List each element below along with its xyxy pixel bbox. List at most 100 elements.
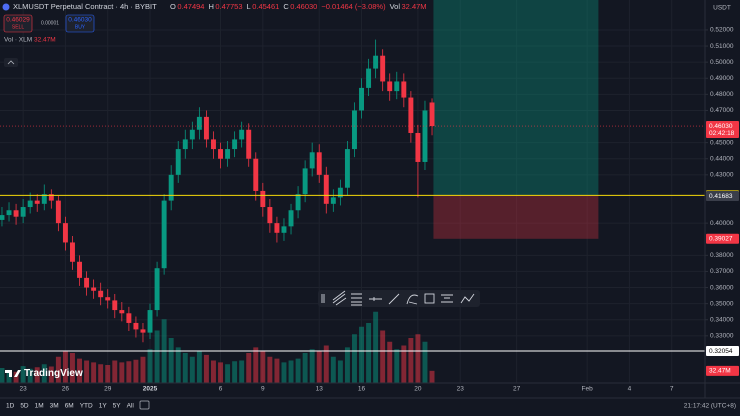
- y-tick-label: 0.50000: [710, 59, 734, 66]
- candle-body: [330, 197, 336, 204]
- range-button[interactable]: 5D: [20, 403, 29, 410]
- volume-bar: [13, 371, 19, 383]
- candle-body: [182, 139, 188, 150]
- candle-body: [366, 68, 372, 88]
- volume-bar: [366, 323, 372, 383]
- current-price-box: [706, 121, 739, 139]
- tool-ray[interactable]: [388, 293, 400, 305]
- volume-bar: [309, 349, 315, 383]
- ohlc-value: 0.46030: [290, 2, 317, 11]
- logo-icon: [5, 370, 21, 377]
- tool-fib[interactable]: [351, 293, 362, 306]
- range-button[interactable]: 1M: [35, 403, 44, 410]
- candle-body: [41, 194, 47, 204]
- y-tick-label: 0.34000: [710, 316, 734, 323]
- candle-body: [401, 81, 407, 98]
- candle-body: [203, 116, 209, 140]
- candle-body: [119, 310, 125, 314]
- price-line-label-text: 0.41683: [709, 193, 733, 200]
- brand-logo: TradingView: [5, 368, 83, 379]
- candle-body: [98, 290, 104, 298]
- volume-bar: [288, 360, 294, 383]
- volume-bar: [239, 360, 245, 383]
- candle-body: [316, 152, 322, 175]
- tool-brush[interactable]: [406, 294, 419, 305]
- volume-bar: [267, 356, 273, 383]
- x-tick-label: 6: [219, 386, 223, 393]
- volume-bar: [281, 362, 287, 383]
- x-tick-label: 9: [261, 386, 265, 393]
- tool-trend[interactable]: [332, 290, 347, 306]
- volume-bar: [182, 353, 188, 383]
- range-button[interactable]: 5Y: [113, 403, 122, 410]
- position-target-zone: [433, 0, 599, 196]
- volume-bar: [55, 356, 61, 383]
- range-button[interactable]: 1Y: [99, 403, 108, 410]
- volume-bar: [380, 330, 386, 383]
- x-tick-label: 20: [414, 386, 422, 393]
- buy-button[interactable]: [65, 14, 95, 33]
- candle-body: [359, 87, 364, 111]
- volume-bar: [140, 356, 146, 383]
- tool-pattern[interactable]: [460, 293, 475, 304]
- volume-bar: [48, 366, 54, 383]
- volume-bar: [27, 368, 33, 383]
- collapse-button[interactable]: [4, 58, 18, 67]
- volume-bar: [429, 370, 435, 383]
- volume-label-box: [706, 365, 739, 376]
- tool-measure[interactable]: [441, 294, 453, 303]
- volume-bar: [154, 330, 160, 383]
- range-button[interactable]: 6M: [65, 403, 74, 410]
- ohlc-key: O: [170, 2, 176, 11]
- y-tick-label: 0.47000: [710, 107, 734, 114]
- candle-body: [225, 149, 231, 159]
- date-range-button[interactable]: [139, 400, 150, 410]
- volume-bar: [0, 368, 5, 383]
- candle-body: [429, 102, 435, 127]
- candle-body: [408, 97, 414, 133]
- vol-value: 32.47M: [402, 2, 427, 11]
- volume-bar: [246, 353, 252, 383]
- candle-body: [394, 81, 400, 92]
- volume-bar: [387, 341, 393, 383]
- volume-bar: [98, 364, 104, 383]
- candle-body: [91, 287, 97, 291]
- ohlc-legend: O 0.47494 H 0.47753 L 0.45461 C 0.46030 −0.01464…: [170, 2, 427, 11]
- candle-body: [161, 200, 167, 269]
- range-button[interactable]: YTD: [80, 403, 93, 410]
- drag-handle[interactable]: [321, 294, 325, 303]
- volume-bar: [394, 349, 400, 383]
- ohlc-value: 0.47494: [177, 2, 204, 11]
- volume-bar: [211, 360, 216, 383]
- sell-label: SELL: [12, 24, 24, 30]
- candle-body: [105, 297, 111, 301]
- price-line-label-text: 0.32054: [709, 348, 733, 355]
- range-button[interactable]: All: [127, 403, 135, 410]
- x-tick-label: 16: [358, 386, 366, 393]
- candle-body: [281, 226, 287, 233]
- volume-bar: [41, 364, 47, 383]
- candle-body: [70, 242, 75, 262]
- ohlc-value: 0.45461: [252, 2, 279, 11]
- candle-body: [126, 313, 132, 323]
- candle-body: [288, 210, 294, 227]
- x-tick-label: 29: [104, 386, 112, 393]
- range-button[interactable]: 3M: [50, 403, 59, 410]
- volume-bar: [105, 365, 111, 383]
- tool-rect[interactable]: [424, 293, 435, 304]
- y-tick-label: 0.52000: [710, 27, 734, 34]
- candle-body: [309, 152, 315, 169]
- sell-button[interactable]: [3, 14, 33, 33]
- tool-hline[interactable]: [369, 297, 382, 301]
- x-tick-label: 13: [316, 386, 324, 393]
- candle-body: [189, 129, 195, 140]
- volume-bar: [260, 351, 266, 383]
- volume-bar: [401, 345, 407, 383]
- spread: 0.00001: [41, 20, 59, 26]
- price-line-label-box: [706, 191, 739, 202]
- volume-bar: [20, 366, 26, 383]
- y-tick-label: 0.35000: [710, 300, 734, 307]
- volume-bar: [218, 362, 223, 383]
- range-button[interactable]: 1D: [6, 403, 15, 410]
